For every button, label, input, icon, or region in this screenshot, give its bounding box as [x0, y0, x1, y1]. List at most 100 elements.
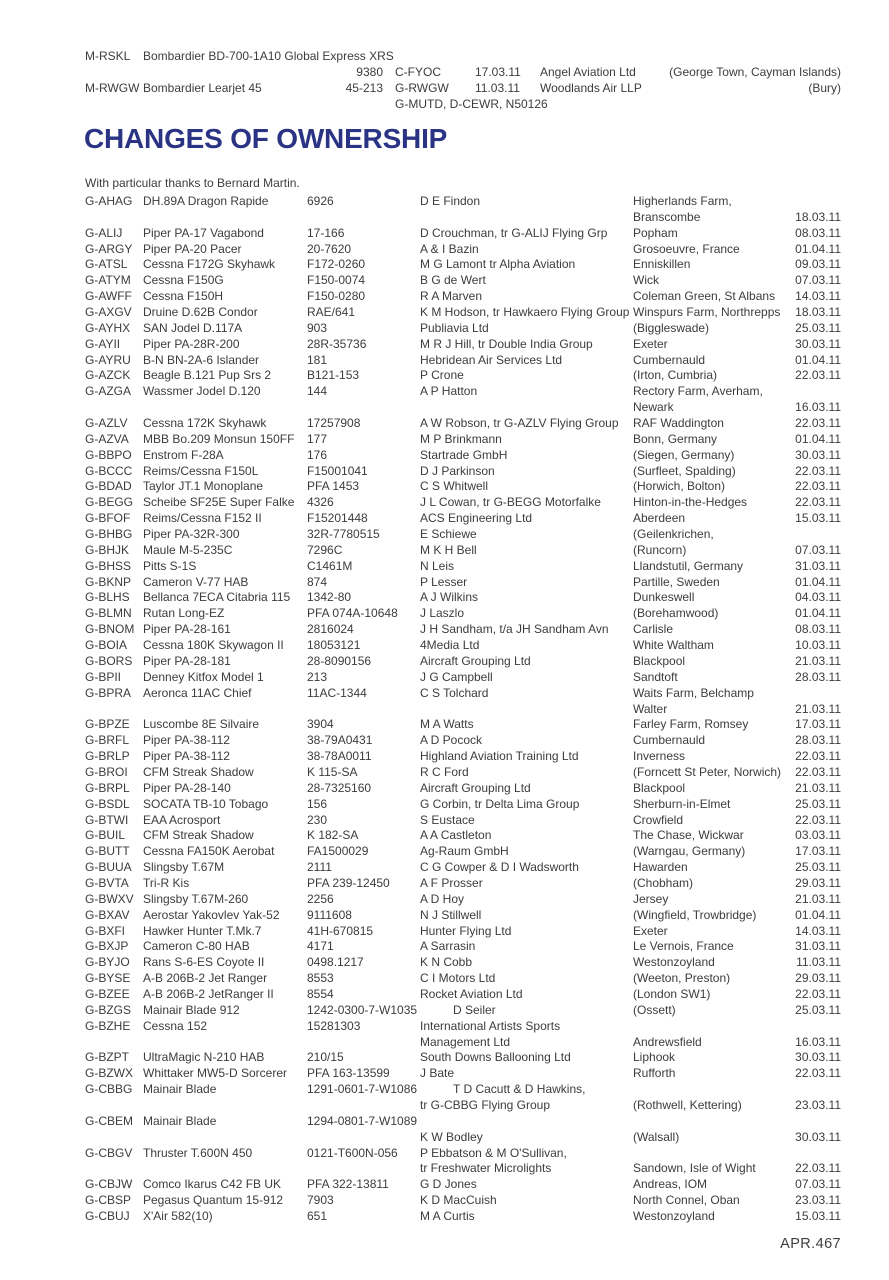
owner-cell: P Lesser [420, 574, 468, 589]
registration-cell: G-BUUA [85, 860, 132, 875]
owner-cell: D J Parkinson [420, 463, 495, 478]
owner-cell: D Crouchman, tr G-ALIJ Flying Grp [420, 225, 608, 240]
table-row: G-AXGV Druine D.62B Condor RAE/641 K M Hods… [85, 305, 841, 321]
serial-cell: 177 [307, 431, 328, 446]
registration-cell: G-BRFL [85, 733, 130, 748]
owner-cell: R C Ford [420, 764, 469, 779]
table-row: Newark 16.03.11 [85, 400, 841, 416]
registration-cell: G-CBSP [85, 1193, 132, 1208]
location-cell: Hinton-in-the-Hedges [633, 495, 748, 510]
serial-cell: PFA 239-12450 [307, 875, 390, 890]
type-cell [143, 97, 325, 113]
type-cell: Piper PA-28R-200 [143, 336, 240, 351]
serial-cell [307, 702, 420, 718]
serial-cell: 4171 [307, 939, 334, 954]
serial-cell: 181 [307, 352, 328, 367]
table-row: G-CBUJ X'Air 582(10) 651 M A Curtis Westonzo… [85, 1209, 841, 1225]
registration-cell: G-ATYM [85, 273, 131, 288]
table-row: G-BPRA Aeronca 11AC Chief 11AC-1344 C S Tol… [85, 686, 841, 702]
owner-cell: N J Stillwell [420, 907, 482, 922]
table-row: G-BRPL Piper PA-28-140 28-7325160 Aircraft … [85, 781, 841, 797]
registration-cell: G-BFOF [85, 511, 131, 526]
owner-cell: M R J Hill, tr Double India Group [420, 336, 593, 351]
registration-cell: G-BHSS [85, 558, 132, 573]
type-cell: Pegasus Quantum 15-912 [143, 1193, 284, 1208]
table-row: G-BBPO Enstrom F-28A 176 Startrade GmbH (Sie… [85, 448, 841, 464]
registration-cell [85, 97, 143, 113]
type-cell: Scheibe SF25E Super Falke [143, 495, 295, 510]
registration-cell: G-BSDL [85, 796, 130, 811]
serial-cell: 4326 [307, 495, 334, 510]
registration-cell: G-BHBG [85, 527, 133, 542]
type-cell: Cameron V-77 HAB [143, 574, 249, 589]
location-cell: Sandtoft [633, 669, 678, 684]
serial-cell [307, 1035, 420, 1051]
serial-cell: 11AC-1344 [307, 685, 367, 700]
registration-cell: G-ATSL [85, 257, 128, 272]
table-row: G-BHSS Pitts S-1S C1461M N Leis Llandstutil,… [85, 559, 841, 575]
location-cell: Blackpool [633, 780, 686, 795]
type-cell: Rutan Long-EZ [143, 606, 225, 621]
table-row: G-BSDL SOCATA TB-10 Tobago 156 G Corbin, tr… [85, 797, 841, 813]
table-row: Branscombe 18.03.11 [85, 210, 841, 226]
owner-cell: Management Ltd [420, 1034, 511, 1049]
date-cell [475, 97, 540, 113]
location-cell: Winspurs Farm, Northrepps [633, 305, 781, 320]
date-cell: 22.03.11 [795, 495, 841, 510]
date-cell: 22.03.11 [795, 749, 841, 764]
serial-cell: F150-0074 [307, 273, 366, 288]
owner-cell [420, 702, 633, 718]
serial-cell: F15001041 [307, 463, 368, 478]
serial-cell: 18053121 [307, 638, 361, 653]
type-cell: MBB Bo.209 Monsun 150FF [143, 431, 295, 446]
date-cell: 01.04.11 [795, 907, 841, 922]
table-row: G-AZGA Wassmer Jodel D.120 144 A P Hatton Re… [85, 384, 841, 400]
owner-cell: S Eustace [420, 812, 475, 827]
owner-cell: N Leis [420, 558, 455, 573]
type-cell: SAN Jodel D.117A [143, 320, 243, 335]
owner-cell: K N Cobb [420, 955, 473, 970]
date-cell: 07.03.11 [795, 542, 841, 557]
registration-cell [85, 210, 143, 226]
date-cell: 18.03.11 [795, 209, 841, 224]
type-cell: Reims/Cessna F150L [143, 463, 259, 478]
table-row: G-BUUA Slingsby T.67M 2111 C G Cowper & D I… [85, 860, 841, 876]
owner-cell [540, 97, 640, 113]
owner-cell: K W Bodley [420, 1129, 483, 1144]
type-cell: Wassmer Jodel D.120 [143, 384, 261, 399]
owner-cell: Aircraft Grouping Ltd [420, 653, 531, 668]
location-cell: (Geilenkrichen, [633, 527, 714, 542]
owner-cell: A F Prosser [420, 875, 483, 890]
type-cell: Whittaker MW5-D Sorcerer [143, 1066, 288, 1081]
registration-cell: G-BLHS [85, 590, 130, 605]
registration-cell: G-BYSE [85, 971, 131, 986]
owner-cell: tr G-CBBG Flying Group [420, 1097, 551, 1112]
type-cell: Taylor JT.1 Monoplane [143, 479, 264, 494]
serial-cell: 176 [307, 447, 328, 462]
owner-cell: ACS Engineering Ltd [420, 511, 533, 526]
date-cell: 04.03.11 [795, 590, 841, 605]
date-cell: 08.03.11 [795, 622, 841, 637]
location-cell: Le Vernois, France [633, 939, 734, 954]
location-cell: (Siegen, Germany) [633, 447, 735, 462]
table-row: G-AZVA MBB Bo.209 Monsun 150FF 177 M P Brin… [85, 432, 841, 448]
date-cell: 14.03.11 [795, 923, 841, 938]
registration-cell: G-AZVA [85, 431, 129, 446]
date-cell: 30.03.11 [795, 336, 841, 351]
owner-cell: Woodlands Air LLP [540, 80, 642, 95]
registration-cell: G-BROI [85, 764, 128, 779]
date-cell: 07.03.11 [795, 273, 841, 288]
table-row: G-ARGY Piper PA-20 Pacer 20-7620 A & I Bazi… [85, 242, 841, 258]
table-row: G-MUTD, D-CEWR, N50126 [85, 97, 841, 113]
registration-cell: G-BPZE [85, 717, 130, 732]
registration-cell: G-BPRA [85, 685, 132, 700]
type-cell: Thruster T.600N 450 [143, 1145, 253, 1160]
location-cell: Carlisle [633, 622, 674, 637]
location-cell: Popham [633, 225, 678, 240]
date-cell: 22.03.11 [795, 479, 841, 494]
location-cell: Sandown, Isle of Wight [633, 1161, 756, 1176]
table-row: G-BPZE Luscombe 8E Silvaire 3904 M A Watts F… [85, 717, 841, 733]
date-cell: 01.04.11 [795, 431, 841, 446]
location-cell: Exeter [633, 336, 668, 351]
type-cell: Denney Kitfox Model 1 [143, 669, 264, 684]
